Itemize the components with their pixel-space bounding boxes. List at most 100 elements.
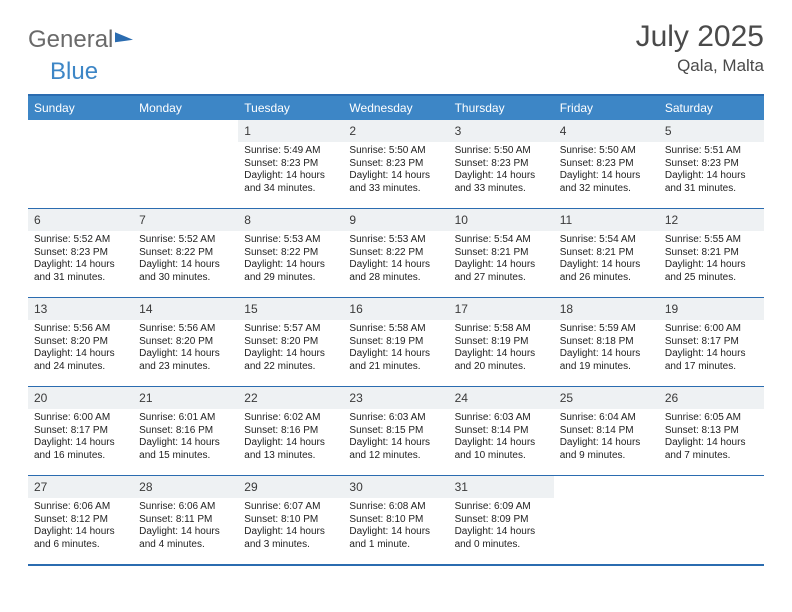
cell-body: Sunrise: 5:54 AMSunset: 8:21 PMDaylight:… xyxy=(449,231,554,289)
calendar-cell: 16Sunrise: 5:58 AMSunset: 8:19 PMDayligh… xyxy=(343,298,448,386)
daylight-line: Daylight: 14 hours and 23 minutes. xyxy=(139,348,232,373)
calendar-cell: 29Sunrise: 6:07 AMSunset: 8:10 PMDayligh… xyxy=(238,476,343,564)
sunset-line: Sunset: 8:22 PM xyxy=(139,247,232,260)
sunrise-line: Sunrise: 6:07 AM xyxy=(244,501,337,514)
sunrise-line: Sunrise: 5:49 AM xyxy=(244,145,337,158)
sunrise-line: Sunrise: 5:50 AM xyxy=(455,145,548,158)
daylight-line: Daylight: 14 hours and 30 minutes. xyxy=(139,259,232,284)
sunset-line: Sunset: 8:22 PM xyxy=(349,247,442,260)
day-number: 9 xyxy=(343,209,448,231)
sunset-line: Sunset: 8:23 PM xyxy=(455,158,548,171)
sunset-line: Sunset: 8:10 PM xyxy=(244,514,337,527)
calendar-cell: 5Sunrise: 5:51 AMSunset: 8:23 PMDaylight… xyxy=(659,120,764,208)
calendar-cell: 19Sunrise: 6:00 AMSunset: 8:17 PMDayligh… xyxy=(659,298,764,386)
day-number: 16 xyxy=(343,298,448,320)
cell-body: Sunrise: 6:03 AMSunset: 8:14 PMDaylight:… xyxy=(449,409,554,467)
cell-body: Sunrise: 6:00 AMSunset: 8:17 PMDaylight:… xyxy=(659,320,764,378)
calendar-cell-empty xyxy=(28,120,133,208)
month-title: July 2025 xyxy=(636,20,764,54)
calendar-cell: 22Sunrise: 6:02 AMSunset: 8:16 PMDayligh… xyxy=(238,387,343,475)
daylight-line: Daylight: 14 hours and 31 minutes. xyxy=(34,259,127,284)
daylight-line: Daylight: 14 hours and 21 minutes. xyxy=(349,348,442,373)
sunset-line: Sunset: 8:17 PM xyxy=(665,336,758,349)
day-number: 30 xyxy=(343,476,448,498)
logo-word-1: General xyxy=(28,26,113,54)
sunset-line: Sunset: 8:09 PM xyxy=(455,514,548,527)
calendar-cell: 14Sunrise: 5:56 AMSunset: 8:20 PMDayligh… xyxy=(133,298,238,386)
calendar-cell: 25Sunrise: 6:04 AMSunset: 8:14 PMDayligh… xyxy=(554,387,659,475)
sunset-line: Sunset: 8:14 PM xyxy=(455,425,548,438)
daylight-line: Daylight: 14 hours and 0 minutes. xyxy=(455,526,548,551)
sunrise-line: Sunrise: 5:56 AM xyxy=(139,323,232,336)
calendar-cell: 11Sunrise: 5:54 AMSunset: 8:21 PMDayligh… xyxy=(554,209,659,297)
day-number: 29 xyxy=(238,476,343,498)
sunrise-line: Sunrise: 5:54 AM xyxy=(455,234,548,247)
sunrise-line: Sunrise: 6:01 AM xyxy=(139,412,232,425)
daylight-line: Daylight: 14 hours and 16 minutes. xyxy=(34,437,127,462)
sunrise-line: Sunrise: 6:00 AM xyxy=(665,323,758,336)
cell-body: Sunrise: 6:06 AMSunset: 8:11 PMDaylight:… xyxy=(133,498,238,556)
day-number: 11 xyxy=(554,209,659,231)
sunrise-line: Sunrise: 6:06 AM xyxy=(139,501,232,514)
sunset-line: Sunset: 8:18 PM xyxy=(560,336,653,349)
calendar-cell: 2Sunrise: 5:50 AMSunset: 8:23 PMDaylight… xyxy=(343,120,448,208)
sunrise-line: Sunrise: 6:06 AM xyxy=(34,501,127,514)
calendar-cell: 23Sunrise: 6:03 AMSunset: 8:15 PMDayligh… xyxy=(343,387,448,475)
sunrise-line: Sunrise: 6:00 AM xyxy=(34,412,127,425)
week-row: 13 Sunrise: 5:56 AM Sunset: 8:20 PM Dayligh… xyxy=(28,297,764,386)
day-of-week: Tuesday xyxy=(238,96,343,120)
daylight-line: Daylight: 14 hours and 9 minutes. xyxy=(560,437,653,462)
calendar-cell: 31Sunrise: 6:09 AMSunset: 8:09 PMDayligh… xyxy=(449,476,554,564)
daylight-line: Daylight: 14 hours and 13 minutes. xyxy=(244,437,337,462)
calendar-cell: 7Sunrise: 5:52 AMSunset: 8:22 PMDaylight… xyxy=(133,209,238,297)
calendar-cell: 15Sunrise: 5:57 AMSunset: 8:20 PMDayligh… xyxy=(238,298,343,386)
sunrise-line: Sunrise: 5:55 AM xyxy=(665,234,758,247)
daylight-line: Daylight: 14 hours and 24 minutes. xyxy=(34,348,127,373)
day-number: 6 xyxy=(28,209,133,231)
sunset-line: Sunset: 8:16 PM xyxy=(139,425,232,438)
daylight-line: Daylight: 14 hours and 1 minute. xyxy=(349,526,442,551)
logo-mark-icon xyxy=(115,30,133,43)
cell-body: Sunrise: 6:07 AMSunset: 8:10 PMDaylight:… xyxy=(238,498,343,556)
sunset-line: Sunset: 8:21 PM xyxy=(455,247,548,260)
day-of-week: Sunday xyxy=(28,96,133,120)
daylight-line: Daylight: 14 hours and 34 minutes. xyxy=(244,170,337,195)
day-number: 12 xyxy=(659,209,764,231)
calendar-cell: 4Sunrise: 5:50 AMSunset: 8:23 PMDaylight… xyxy=(554,120,659,208)
calendar-cell: 20Sunrise: 6:00 AMSunset: 8:17 PMDayligh… xyxy=(28,387,133,475)
sunrise-line: Sunrise: 6:03 AM xyxy=(455,412,548,425)
day-number: 23 xyxy=(343,387,448,409)
daylight-line: Daylight: 14 hours and 25 minutes. xyxy=(665,259,758,284)
day-number: 13 xyxy=(28,298,133,320)
sunrise-line: Sunrise: 6:02 AM xyxy=(244,412,337,425)
sunrise-line: Sunrise: 6:08 AM xyxy=(349,501,442,514)
daylight-line: Daylight: 14 hours and 4 minutes. xyxy=(139,526,232,551)
daylight-line: Daylight: 14 hours and 20 minutes. xyxy=(455,348,548,373)
cell-body: Sunrise: 5:50 AMSunset: 8:23 PMDaylight:… xyxy=(449,142,554,200)
day-number: 31 xyxy=(449,476,554,498)
day-number: 5 xyxy=(659,120,764,142)
sunrise-line: Sunrise: 5:53 AM xyxy=(349,234,442,247)
day-number: 22 xyxy=(238,387,343,409)
calendar-cell: 9Sunrise: 5:53 AMSunset: 8:22 PMDaylight… xyxy=(343,209,448,297)
location: Qala, Malta xyxy=(636,56,764,76)
day-number: 26 xyxy=(659,387,764,409)
week-row: 1Sunrise: 5:49 AMSunset: 8:23 PMDaylight… xyxy=(28,120,764,208)
day-of-week-header: SundayMondayTuesdayWednesdayThursdayFrid… xyxy=(28,96,764,120)
sunrise-line: Sunrise: 5:50 AM xyxy=(349,145,442,158)
day-of-week: Saturday xyxy=(659,96,764,120)
sunrise-line: Sunrise: 6:03 AM xyxy=(349,412,442,425)
daylight-line: Daylight: 14 hours and 33 minutes. xyxy=(455,170,548,195)
sunset-line: Sunset: 8:12 PM xyxy=(34,514,127,527)
sunrise-line: Sunrise: 6:04 AM xyxy=(560,412,653,425)
day-number: 25 xyxy=(554,387,659,409)
calendar-cell: 24Sunrise: 6:03 AMSunset: 8:14 PMDayligh… xyxy=(449,387,554,475)
logo-word-2: Blue xyxy=(50,58,98,85)
sunset-line: Sunset: 8:20 PM xyxy=(244,336,337,349)
daylight-line: Daylight: 14 hours and 31 minutes. xyxy=(665,170,758,195)
day-of-week: Monday xyxy=(133,96,238,120)
sunset-line: Sunset: 8:11 PM xyxy=(139,514,232,527)
cell-body: Sunrise: 6:09 AMSunset: 8:09 PMDaylight:… xyxy=(449,498,554,556)
sunrise-line: Sunrise: 5:52 AM xyxy=(139,234,232,247)
cell-body: Sunrise: 5:53 AMSunset: 8:22 PMDaylight:… xyxy=(343,231,448,289)
